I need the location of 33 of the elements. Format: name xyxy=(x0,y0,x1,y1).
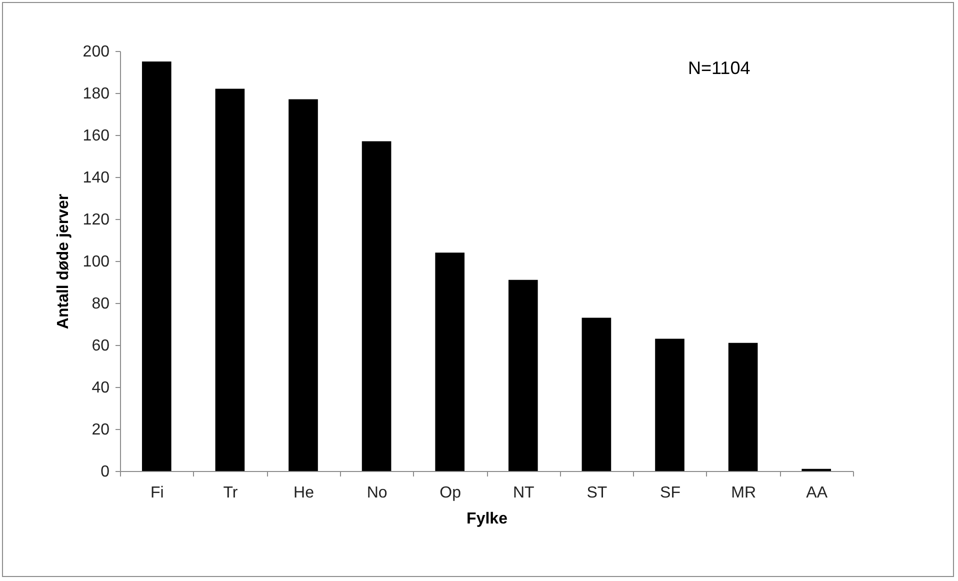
y-tick-label: 20 xyxy=(92,422,110,438)
y-tick-label: 180 xyxy=(82,86,110,102)
bar xyxy=(508,280,538,471)
bar xyxy=(362,141,392,471)
x-tick-label: Op xyxy=(440,484,462,502)
bar xyxy=(728,342,758,471)
x-tick-label: Tr xyxy=(223,484,238,502)
x-tick-label: AA xyxy=(806,484,828,502)
y-tick-label: 80 xyxy=(92,296,110,312)
y-tick-label: 120 xyxy=(82,212,110,228)
bar xyxy=(435,252,465,471)
y-tick-label: 160 xyxy=(82,128,110,144)
y-tick-label: 40 xyxy=(92,380,110,396)
y-axis-title: Antall døde jerver xyxy=(54,194,72,330)
y-tick-label: 140 xyxy=(82,170,110,186)
bar xyxy=(288,99,318,471)
y-tick-label: 100 xyxy=(82,254,110,270)
x-tick-label: He xyxy=(294,484,314,502)
bar xyxy=(582,318,612,471)
y-tick-label: 60 xyxy=(92,338,110,354)
y-tick-label: 0 xyxy=(100,464,110,480)
x-axis-title: Fylke xyxy=(466,510,508,528)
x-tick-label: NT xyxy=(512,484,535,502)
x-tick-label: Fi xyxy=(150,484,164,502)
y-tick-label: 200 xyxy=(82,44,110,60)
annotation: N=1104 xyxy=(688,58,750,78)
bar xyxy=(215,88,245,471)
x-tick-label: ST xyxy=(586,484,608,502)
x-tick-label: No xyxy=(366,484,388,502)
x-tick-label: SF xyxy=(660,484,681,502)
bar xyxy=(142,62,172,471)
x-tick-label: MR xyxy=(731,484,756,502)
bar xyxy=(655,338,684,471)
